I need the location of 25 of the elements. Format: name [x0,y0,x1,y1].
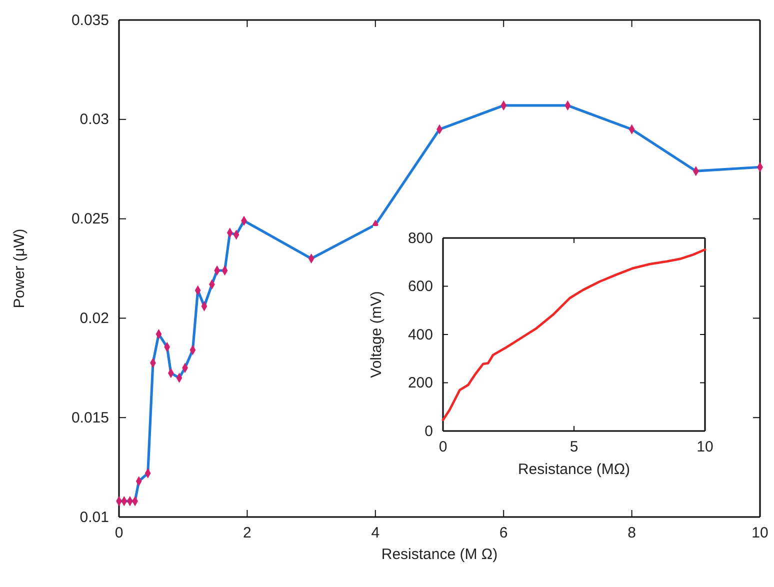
x-tick-label: 10 [696,438,714,456]
x-tick-label: 0 [114,524,124,542]
y-axis-title: Voltage (mV) [368,291,385,378]
y-tick-label: 0.025 [71,210,109,228]
y-tick-label: 0.03 [80,111,109,128]
line-series [442,248,706,422]
y-tick-label: 0.035 [71,12,109,29]
y-tick-label: 200 [408,374,433,392]
x-axis-title: Resistance (MΩ) [518,461,630,478]
x-tick-label: 0 [438,438,448,456]
x-tick-label: 10 [752,524,768,542]
y-tick-label: 0 [424,422,433,440]
y-tick-label: 0.02 [80,310,109,327]
y-tick-label: 0.01 [80,508,109,526]
x-tick-label: 4 [371,524,380,542]
y-axis-title: Power (μW) [11,228,28,308]
y-tick-label: 400 [408,326,433,344]
x-tick-label: 5 [570,438,578,456]
x-tick-label: 8 [628,524,636,542]
y-tick-label: 0.015 [71,409,109,426]
x-tick-label: 6 [499,524,508,542]
x-tick-label: 2 [243,524,252,542]
y-tick-label: 600 [408,278,433,296]
x-axis-title: Resistance (M Ω) [381,546,498,563]
y-tick-label: 800 [408,230,433,247]
